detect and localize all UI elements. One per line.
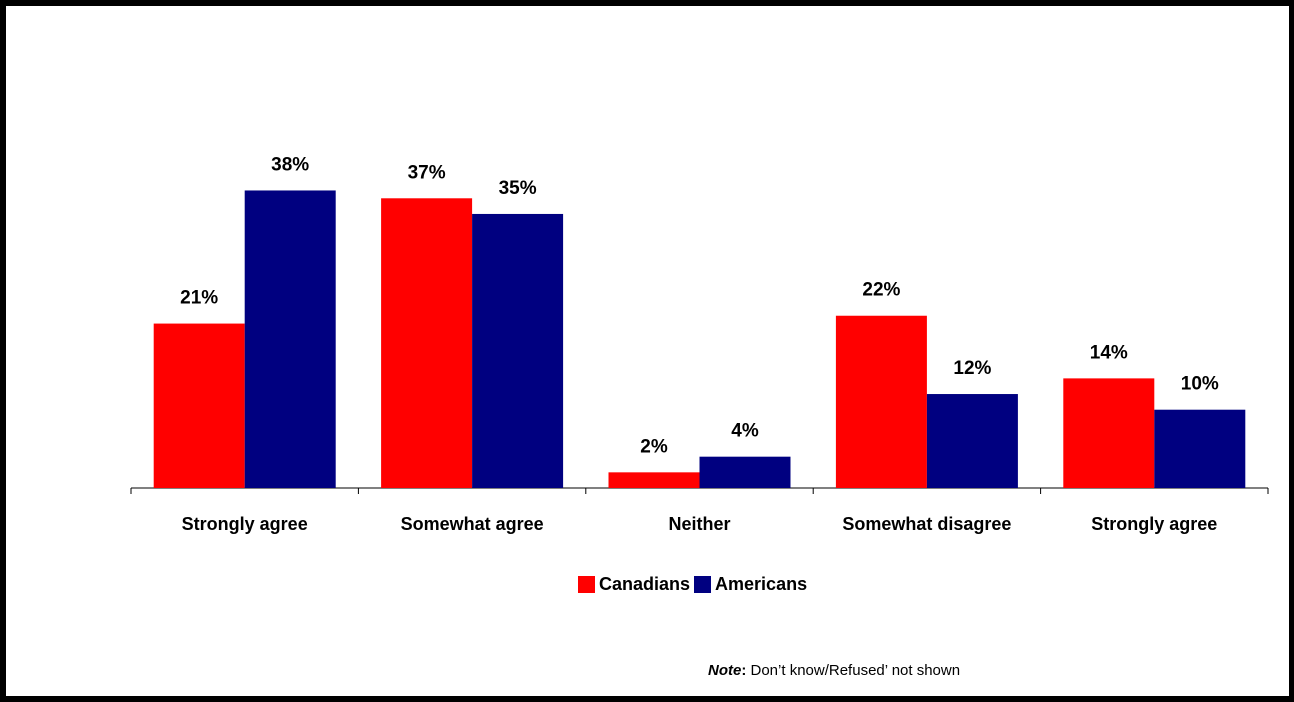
data-label-americans-2: 35% xyxy=(499,178,537,199)
bar-americans-3 xyxy=(699,456,791,488)
bar-americans-2 xyxy=(472,213,564,488)
data-label-canadians-1: 21% xyxy=(180,288,218,309)
legend-label-canadians: Canadians xyxy=(599,574,691,594)
bar-canadians-2 xyxy=(381,198,473,489)
legend-item-canadians: Canadians xyxy=(578,574,690,595)
note-label: Note xyxy=(708,662,742,679)
data-label-canadians-3: 2% xyxy=(640,436,668,457)
data-label-canadians-2: 37% xyxy=(408,162,446,183)
bar-canadians-3 xyxy=(608,472,700,488)
data-label-canadians-4: 22% xyxy=(862,280,900,301)
note-text: Don’t know/Refused’ not shown xyxy=(746,662,961,679)
category-label-1: Strongly agree xyxy=(182,514,308,534)
data-label-americans-5: 10% xyxy=(1181,374,1219,395)
bar-canadians-1 xyxy=(153,323,245,488)
data-label-americans-3: 4% xyxy=(731,421,759,442)
category-label-3: Neither xyxy=(668,514,730,534)
footnote: Note: Don’t know/Refused’ not shown xyxy=(708,662,960,679)
bar-canadians-5 xyxy=(1063,378,1155,488)
legend: Canadians Americans xyxy=(578,574,811,595)
legend-swatch-canadians xyxy=(578,576,595,593)
category-label-2: Somewhat agree xyxy=(401,514,544,534)
legend-item-americans: Americans xyxy=(694,574,807,595)
bar-canadians-4 xyxy=(835,315,927,488)
data-label-americans-4: 12% xyxy=(953,358,991,379)
category-label-5: Strongly agree xyxy=(1091,514,1217,534)
data-label-americans-1: 38% xyxy=(271,154,309,175)
bar-americans-1 xyxy=(244,190,336,488)
bar-americans-4 xyxy=(926,394,1018,488)
legend-label-americans: Americans xyxy=(715,574,808,594)
legend-swatch-americans xyxy=(694,576,712,593)
data-label-canadians-5: 14% xyxy=(1090,342,1128,363)
category-label-4: Somewhat disagree xyxy=(842,514,1011,534)
note-colon: : xyxy=(741,662,747,679)
bar-americans-5 xyxy=(1154,409,1246,488)
